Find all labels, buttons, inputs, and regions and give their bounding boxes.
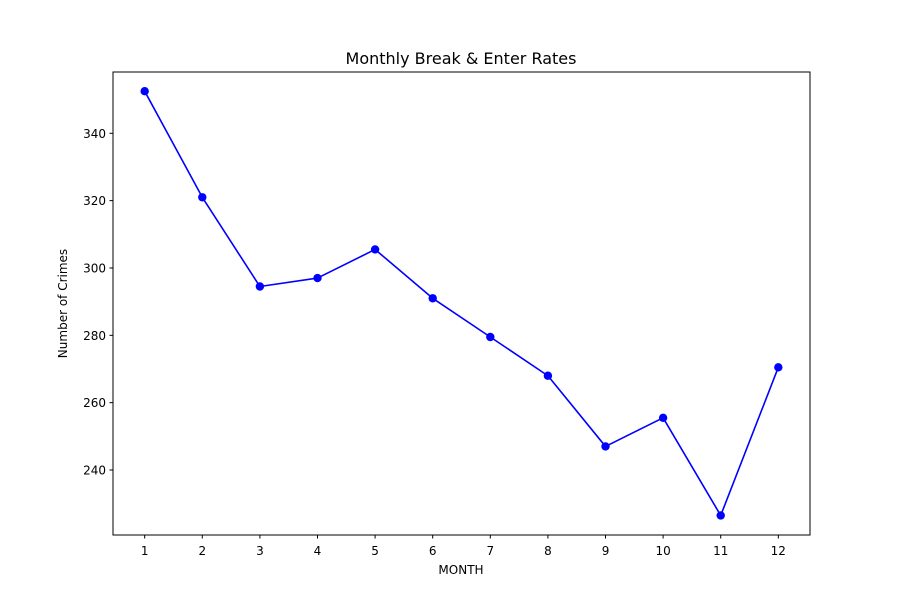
data-point-month-9	[601, 442, 610, 451]
data-point-month-8	[543, 371, 553, 380]
x-tick-label: 1	[141, 544, 149, 558]
chart-title: Monthly Break & Enter Rates	[346, 49, 577, 68]
y-tick-label: 300	[83, 261, 106, 275]
y-tick-label: 340	[83, 127, 106, 141]
x-axis-ticks: 1 2 3 4 5 6 7 8 9 10 11 12	[141, 535, 786, 558]
x-tick-label: 11	[713, 544, 728, 558]
x-tick-label: 9	[602, 544, 610, 558]
y-tick-label: 260	[83, 396, 106, 410]
x-tick-label: 12	[771, 544, 786, 558]
x-tick-label: 2	[198, 544, 206, 558]
data-point-month-12	[774, 363, 783, 372]
x-tick-label: 6	[429, 544, 437, 558]
data-point-month-7	[486, 332, 495, 342]
data-point-month-3	[255, 282, 265, 291]
data-point-month-10	[658, 413, 668, 423]
data-point-month-5	[370, 245, 380, 254]
x-axis-label: MONTH	[438, 563, 483, 577]
y-axis-label: Number of Crimes	[56, 249, 70, 358]
y-tick-label: 320	[83, 194, 106, 208]
y-axis-ticks: 240 260 280 300 320 340	[83, 127, 113, 478]
data-point-month-11	[716, 511, 725, 520]
y-tick-label: 240	[83, 464, 106, 478]
x-tick-label: 5	[371, 544, 379, 558]
y-tick-label: 280	[83, 329, 106, 343]
data-point-month-1	[140, 86, 149, 96]
data-point-month-2	[198, 193, 207, 202]
x-tick-label: 4	[314, 544, 322, 558]
data-point-month-6	[428, 294, 437, 303]
series-line	[143, 90, 780, 517]
x-tick-label: 7	[486, 544, 494, 558]
series-layer	[140, 86, 783, 520]
x-tick-label: 8	[544, 544, 552, 558]
plot-area-frame	[112, 71, 811, 536]
x-tick-label: 3	[256, 544, 264, 558]
x-tick-label: 10	[655, 544, 670, 558]
data-point-month-4	[313, 273, 322, 283]
